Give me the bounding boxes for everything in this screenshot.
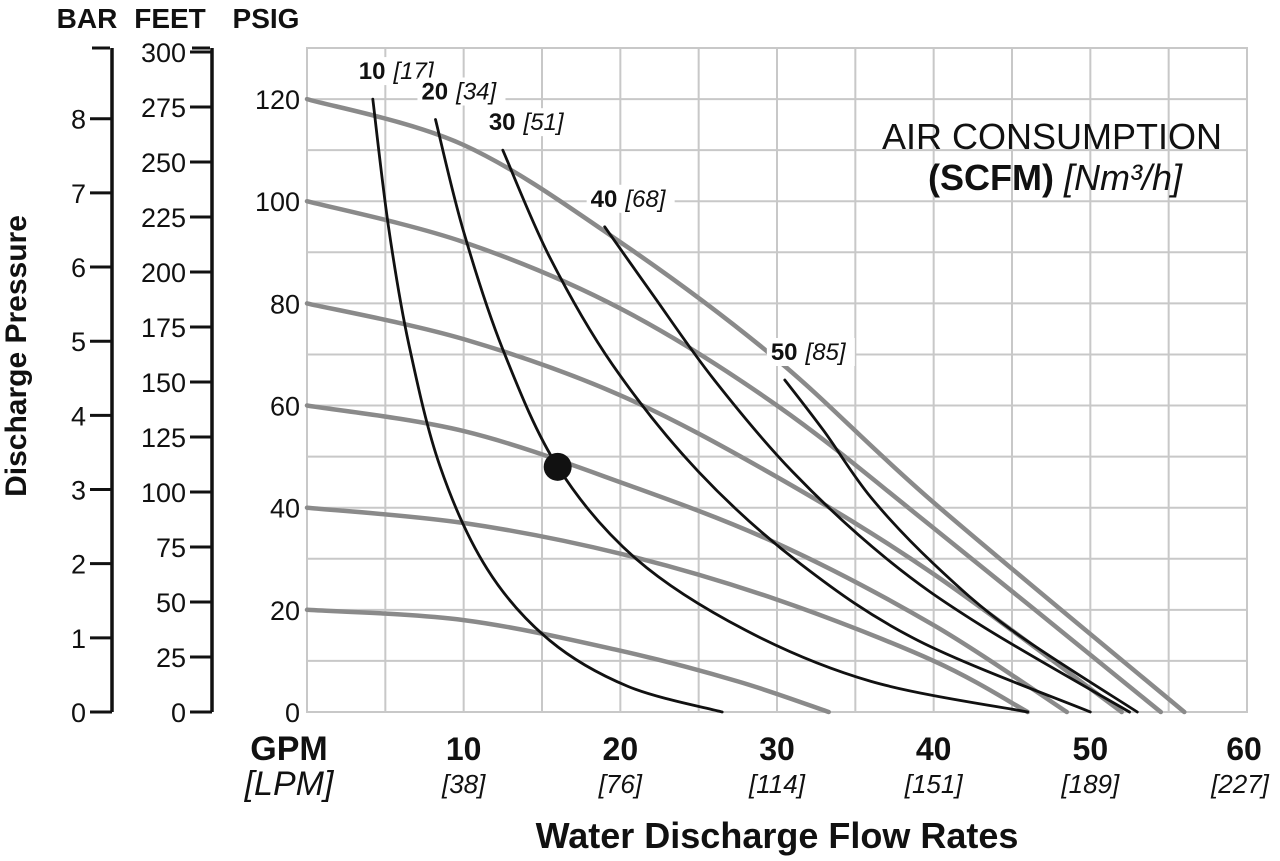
y-tick-label: 7 — [71, 179, 86, 209]
y-axis-header-feet: FEET — [134, 3, 206, 34]
air-curve-label-metric: [34] — [455, 79, 497, 106]
y-tick-label: 225 — [141, 203, 186, 233]
y-tick-label: 100 — [141, 478, 186, 508]
curve-label-background — [417, 77, 506, 106]
y-tick-label: 20 — [270, 596, 300, 626]
legend-unit-primary: (SCFM) — [928, 157, 1054, 198]
legend-title: AIR CONSUMPTION — [882, 116, 1222, 157]
y-tick-label: 125 — [141, 423, 186, 453]
pressure-curve — [304, 505, 1030, 715]
y-tick-label: 300 — [141, 38, 186, 68]
curve-label-background — [586, 184, 675, 213]
air-curve-label: 40 [68] — [591, 186, 667, 213]
y-tick-label: 25 — [156, 643, 186, 673]
air-curve-10 — [371, 97, 724, 714]
x-tick-label: 10 — [446, 731, 482, 767]
x-tick-label: 30 — [759, 731, 795, 767]
y-tick-label: 120 — [255, 85, 300, 115]
y-axis-title: Discharge Pressure — [0, 215, 33, 497]
y-tick-label: 50 — [156, 588, 186, 618]
air-curve-label-value: 20 — [421, 79, 448, 106]
x-tick-label: 50 — [1073, 731, 1109, 767]
y-tick-label: 40 — [270, 494, 300, 524]
y-tick-label: 0 — [71, 698, 86, 728]
air-curve-20 — [434, 118, 1030, 714]
x-tick-sublabel: [76] — [598, 769, 643, 799]
y-tick-label: 275 — [141, 93, 186, 123]
y-tick-label: 4 — [71, 401, 86, 431]
x-tick-sublabel: [38] — [441, 769, 486, 799]
y-tick-label: 8 — [71, 105, 86, 135]
y-tick-label: 80 — [270, 289, 300, 319]
air-curve-label-value: 50 — [771, 339, 798, 366]
pressure-curve — [304, 96, 1187, 715]
x-unit-primary: GPM — [250, 730, 327, 768]
y-tick-label: 250 — [141, 148, 186, 178]
operating-point-marker — [543, 452, 572, 481]
y-tick-label: 75 — [156, 533, 186, 563]
x-tick-sublabel: [227] — [1210, 769, 1270, 799]
air-curve-label: 30 [51] — [489, 109, 565, 136]
y-axis-header-psig: PSIG — [233, 3, 300, 34]
y-tick-label: 175 — [141, 313, 186, 343]
air-curve-50 — [783, 378, 1139, 714]
y-tick-label: 0 — [285, 698, 300, 728]
air-consumption-curves — [371, 97, 1139, 714]
y-tick-label: 60 — [270, 392, 300, 422]
y-tick-label: 150 — [141, 368, 186, 398]
air-curve-label: 20 [34] — [421, 79, 497, 106]
y-tick-label: 200 — [141, 258, 186, 288]
x-tick-sublabel: [189] — [1060, 769, 1120, 799]
legend-subtitle: (SCFM) [Nm³/h] — [928, 157, 1183, 198]
x-tick-label: 40 — [916, 731, 952, 767]
legend-unit-secondary: [Nm³/h] — [1063, 157, 1183, 198]
x-axis-title: Water Discharge Flow Rates — [536, 815, 1019, 856]
air-curve-label-value: 40 — [591, 186, 618, 213]
y-tick-label: 0 — [171, 698, 186, 728]
air-curve-40 — [603, 225, 1131, 714]
y-tick-label: 100 — [255, 187, 300, 217]
air-curve-30 — [501, 148, 1092, 714]
air-curve-label-metric: [51] — [523, 109, 565, 136]
curve-label-background — [766, 338, 855, 366]
air-curve-label: 50 [85] — [771, 339, 847, 366]
x-tick-label: 20 — [603, 731, 639, 767]
pressure-curve — [304, 403, 1070, 715]
y-tick-label: 5 — [71, 327, 86, 357]
x-tick-label: 60 — [1226, 731, 1262, 767]
x-tick-sublabel: [114] — [748, 769, 806, 799]
air-curve-label: 10 [17] — [359, 58, 435, 85]
y-tick-label: 2 — [71, 550, 86, 580]
curve-labels: 10 [17]20 [34] 30 [51] 40 [68] 50 [85] — [354, 57, 855, 366]
air-curve-label-value: 10 — [359, 58, 386, 85]
air-curve-label-value: 30 — [489, 109, 516, 136]
y-tick-label: 6 — [71, 253, 86, 283]
axes: BAR012345678FEET025507510012515017520022… — [57, 3, 1270, 799]
pressure-curve — [304, 607, 831, 715]
curve-label-background — [484, 108, 573, 137]
air-curve-label-metric: [85] — [805, 339, 847, 366]
pressure-curves — [304, 96, 1187, 715]
y-tick-label: 1 — [71, 624, 86, 654]
plot-border — [306, 47, 1248, 713]
y-axis-header-bar: BAR — [57, 3, 118, 34]
y-tick-label: 3 — [71, 476, 86, 506]
air-curve-label-metric: [68] — [624, 186, 666, 213]
x-tick-sublabel: [151] — [904, 769, 964, 799]
legend: AIR CONSUMPTION (SCFM) [Nm³/h] — [882, 116, 1222, 198]
x-unit-secondary: [LPM] — [244, 765, 335, 803]
pressure-curve — [304, 198, 1164, 715]
